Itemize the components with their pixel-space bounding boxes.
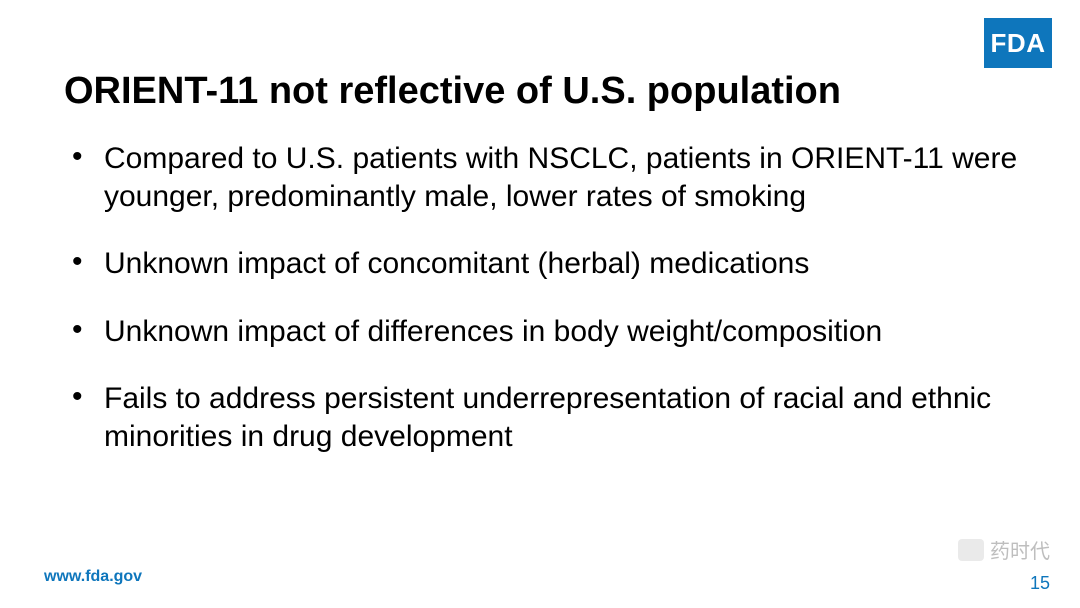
bullet-item: Compared to U.S. patients with NSCLC, pa… (64, 140, 1032, 215)
watermark-text: 药时代 (990, 535, 1050, 564)
slide-title: ORIENT-11 not reflective of U.S. populat… (64, 70, 960, 113)
footer-url: www.fda.gov (44, 568, 142, 586)
bullet-list: Compared to U.S. patients with NSCLC, pa… (64, 140, 1032, 485)
fda-logo: FDA (984, 18, 1052, 68)
bullet-item: Unknown impact of differences in body we… (64, 313, 1032, 351)
watermark: 药时代 (958, 535, 1050, 564)
fda-logo-text: FDA (991, 28, 1046, 59)
bullet-item: Fails to address persistent underreprese… (64, 380, 1032, 455)
bullet-item: Unknown impact of concomitant (herbal) m… (64, 245, 1032, 283)
page-number: 15 (1030, 573, 1050, 594)
watermark-icon (958, 539, 984, 561)
slide: FDA ORIENT-11 not reflective of U.S. pop… (0, 0, 1080, 608)
